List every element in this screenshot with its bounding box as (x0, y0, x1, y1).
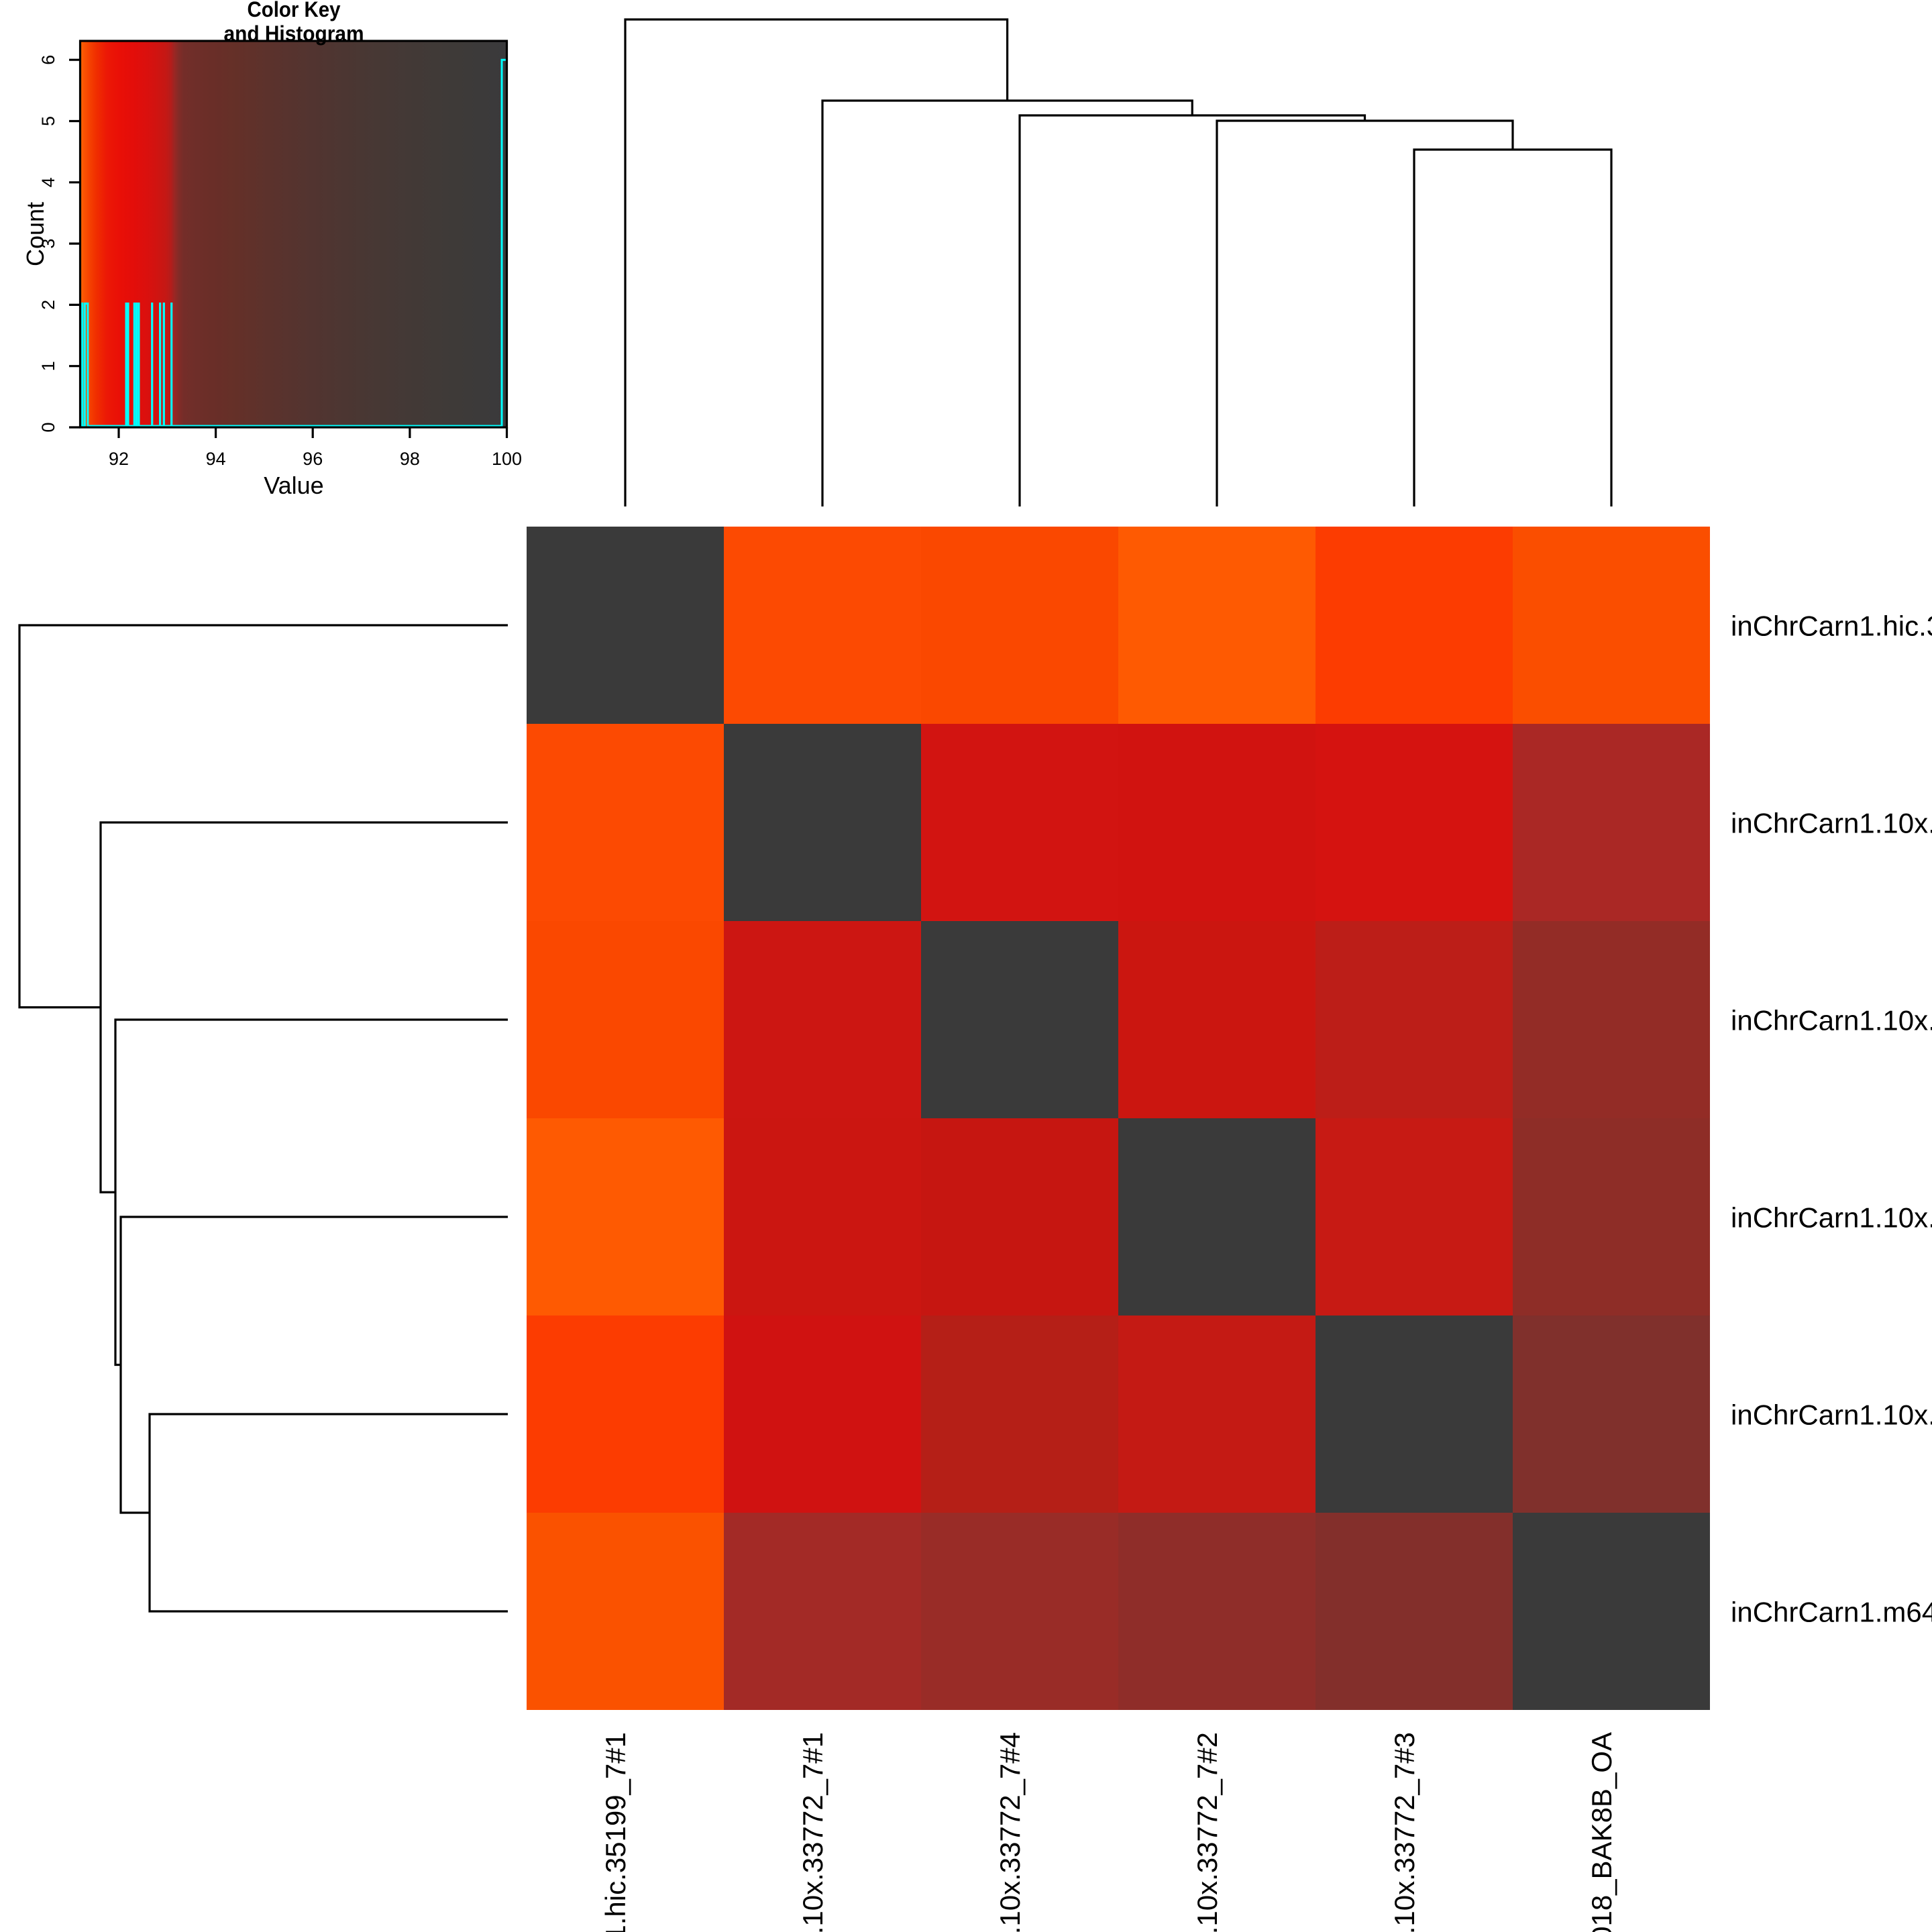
svg-text:inChrCarn1.10x.33772_7#2: inChrCarn1.10x.33772_7#2 (1191, 1732, 1223, 1932)
svg-text:6: 6 (38, 55, 58, 65)
svg-text:inChrCarn1.10x.33772_7#2: inChrCarn1.10x.33772_7#2 (1731, 1202, 1932, 1234)
svg-text:Count: Count (21, 202, 49, 266)
svg-text:inChrCarn1.m64018_BAK8B_OA: inChrCarn1.m64018_BAK8B_OA (1731, 1597, 1932, 1628)
svg-text:inChrCarn1.10x.33772_7#4: inChrCarn1.10x.33772_7#4 (1731, 1005, 1932, 1036)
svg-text:98: 98 (400, 449, 420, 469)
svg-text:inChrCarn1.10x.33772_7#1: inChrCarn1.10x.33772_7#1 (1731, 808, 1932, 839)
svg-text:3: 3 (38, 239, 58, 249)
svg-text:inChrCarn1.10x.33772_7#4: inChrCarn1.10x.33772_7#4 (994, 1732, 1026, 1932)
svg-text:96: 96 (303, 449, 323, 469)
svg-text:100: 100 (492, 449, 522, 469)
svg-text:2: 2 (38, 300, 58, 310)
svg-text:94: 94 (206, 449, 226, 469)
svg-text:inChrCarn1.hic.35199_7#1: inChrCarn1.hic.35199_7#1 (1731, 610, 1932, 642)
svg-text:Value: Value (264, 472, 323, 499)
svg-text:1: 1 (38, 361, 58, 371)
svg-text:inChrCarn1.10x.33772_7#3: inChrCarn1.10x.33772_7#3 (1389, 1732, 1420, 1932)
svg-text:inChrCarn1.10x.33772_7#1: inChrCarn1.10x.33772_7#1 (797, 1732, 828, 1932)
svg-text:92: 92 (109, 449, 129, 469)
svg-text:0: 0 (38, 422, 58, 432)
svg-text:Color Key: Color Key (248, 0, 341, 21)
svg-text:and Histogram: and Histogram (224, 21, 364, 46)
svg-text:inChrCarn1.10x.33772_7#3: inChrCarn1.10x.33772_7#3 (1731, 1399, 1932, 1431)
svg-text:5: 5 (38, 116, 58, 126)
svg-text:4: 4 (38, 177, 58, 187)
svg-text:inChrCarn1.hic.35199_7#1: inChrCarn1.hic.35199_7#1 (600, 1732, 631, 1932)
svg-text:inChrCarn1.m64018_BAK8B_OA: inChrCarn1.m64018_BAK8B_OA (1586, 1732, 1617, 1932)
